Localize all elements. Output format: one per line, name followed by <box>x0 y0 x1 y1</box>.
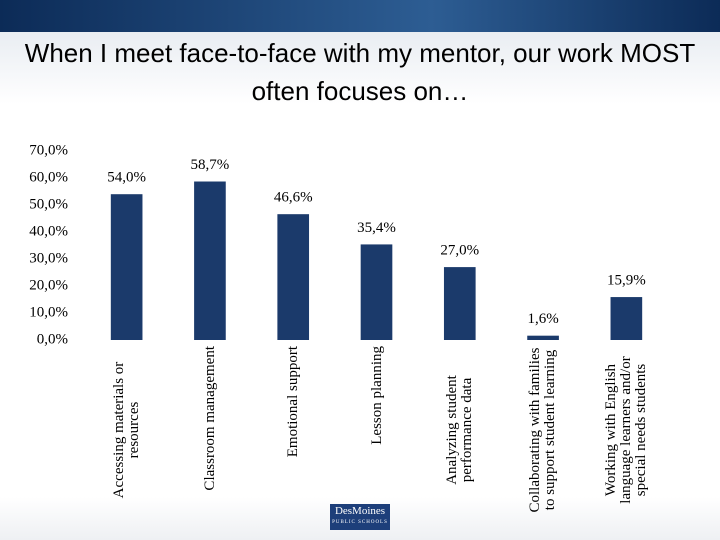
bar <box>610 297 643 340</box>
value-label: 27,0% <box>440 243 479 259</box>
bar <box>110 194 143 340</box>
chart-title: When I meet face-to-face with my mentor,… <box>24 38 696 106</box>
value-label: 46,6% <box>274 190 313 206</box>
bar <box>360 244 393 340</box>
x-tick-label-box: Classroom management <box>170 346 250 514</box>
x-tick-label-box: Accessing materials or resources <box>87 346 167 514</box>
value-label: 58,7% <box>191 157 230 173</box>
logo: DesMoines PUBLIC SCHOOLS <box>330 504 390 530</box>
y-tick-label: 70,0% <box>29 142 68 158</box>
logo-subtext: PUBLIC SCHOOLS <box>332 520 388 525</box>
x-tick-label: Analyzing student performance data <box>443 375 475 485</box>
x-tick-label: Collaborating with families to support s… <box>527 347 559 513</box>
bar <box>527 335 559 340</box>
x-tick-label-box: Analyzing student performance data <box>420 346 500 514</box>
y-tick-label: 50,0% <box>29 196 68 212</box>
value-label: 15,9% <box>607 273 646 289</box>
y-tick-label: 0,0% <box>37 331 68 347</box>
header-band <box>0 0 720 32</box>
value-label: 1,6% <box>527 311 558 327</box>
x-tick-label-box: Working with English language learners a… <box>586 346 666 514</box>
y-tick-label: 20,0% <box>29 277 68 293</box>
x-tick-label-box: Emotional support <box>253 346 333 514</box>
y-tick-label: 10,0% <box>29 304 68 320</box>
bar <box>277 214 310 340</box>
x-tick-label-box: Collaborating with families to support s… <box>503 346 583 514</box>
x-tick-label: Classroom management <box>201 346 218 491</box>
y-tick-label: 30,0% <box>29 250 68 266</box>
x-tick-label: Working with English language learners a… <box>602 356 649 504</box>
y-tick-label: 60,0% <box>29 169 68 185</box>
bar <box>194 181 226 340</box>
x-tick-label-box: Lesson planning <box>337 346 417 514</box>
y-tick-label: 40,0% <box>29 223 68 239</box>
logo-text: DesMoines <box>334 505 386 517</box>
x-tick-label: Lesson planning <box>368 346 384 445</box>
x-tick-label: Emotional support <box>284 346 301 458</box>
title-area <box>0 32 720 104</box>
bar <box>443 267 476 340</box>
value-label: 54,0% <box>107 170 146 186</box>
x-tick-label: Accessing materials or resources <box>110 361 142 499</box>
value-label: 35,4% <box>357 220 396 236</box>
